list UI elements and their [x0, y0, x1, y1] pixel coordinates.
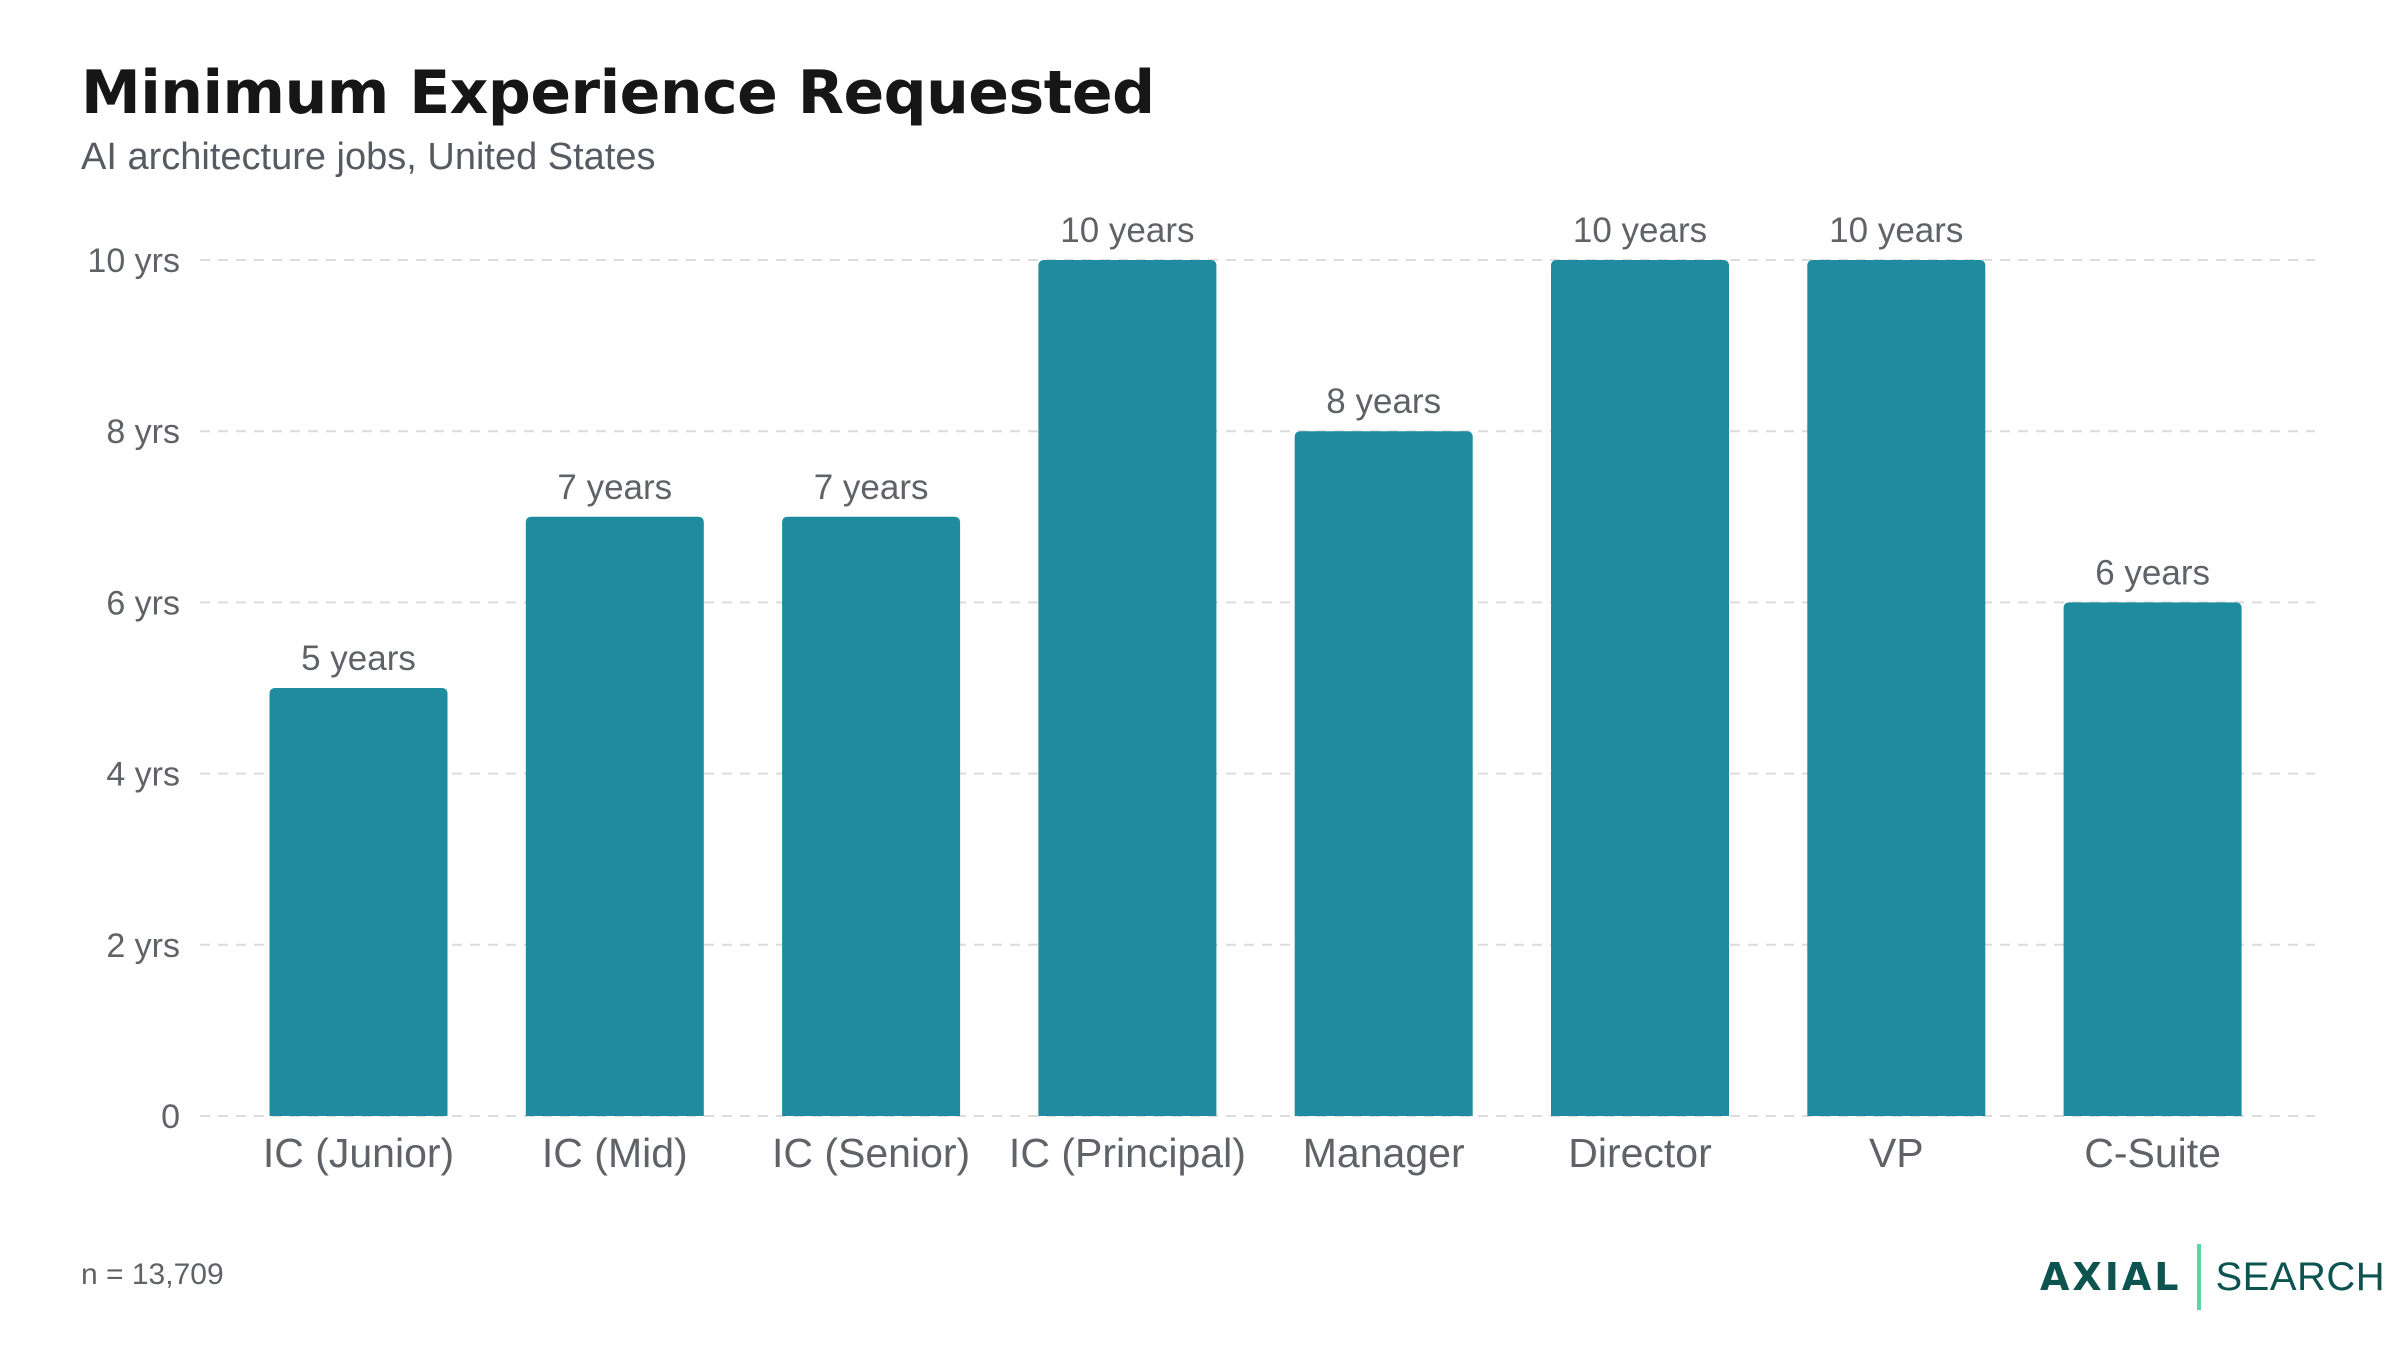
bar — [1294, 431, 1473, 1116]
bar — [1038, 260, 1217, 1116]
x-tick-label: IC (Principal) — [1009, 1130, 1246, 1176]
x-tick-label: Manager — [1303, 1130, 1465, 1176]
x-tick-label: Director — [1568, 1130, 1712, 1176]
sample-size-note: n = 13,709 — [81, 1258, 224, 1291]
logo-search-text: SEARCH — [2215, 1254, 2386, 1299]
data-label: 6 years — [2095, 553, 2210, 592]
y-tick-label: 6 yrs — [106, 584, 180, 622]
data-label: 7 years — [557, 468, 672, 507]
data-label: 5 years — [301, 639, 416, 678]
bar — [1807, 260, 1986, 1116]
y-tick-label: 8 yrs — [106, 413, 180, 451]
bar — [2063, 602, 2242, 1116]
x-tick-label: VP — [1869, 1130, 1924, 1176]
data-label: 8 years — [1326, 382, 1441, 421]
x-tick-label: IC (Mid) — [542, 1130, 688, 1176]
data-label: 10 years — [1060, 211, 1194, 250]
logo-divider — [2197, 1244, 2202, 1310]
data-label: 10 years — [1573, 211, 1707, 250]
y-tick-label: 4 yrs — [106, 756, 180, 794]
bar — [782, 516, 961, 1116]
bar — [269, 688, 448, 1116]
data-label: 7 years — [814, 468, 929, 507]
y-tick-label: 2 yrs — [106, 927, 180, 965]
chart-title: Minimum Experience Requested — [81, 58, 1155, 128]
data-label: 10 years — [1829, 211, 1963, 250]
x-tick-label: IC (Junior) — [263, 1130, 454, 1176]
x-tick-label: C-Suite — [2084, 1130, 2221, 1176]
bar — [525, 516, 704, 1116]
x-tick-label: IC (Senior) — [772, 1130, 970, 1176]
bar — [1551, 260, 1729, 1116]
axial-search-logo: AXIAL SEARCH — [2040, 1243, 2385, 1311]
logo-axial-text: AXIAL — [2040, 1255, 2182, 1299]
chart-subtitle: AI architecture jobs, United States — [81, 136, 656, 178]
y-tick-label: 10 yrs — [87, 242, 180, 280]
y-tick-label: 0 — [161, 1098, 180, 1136]
